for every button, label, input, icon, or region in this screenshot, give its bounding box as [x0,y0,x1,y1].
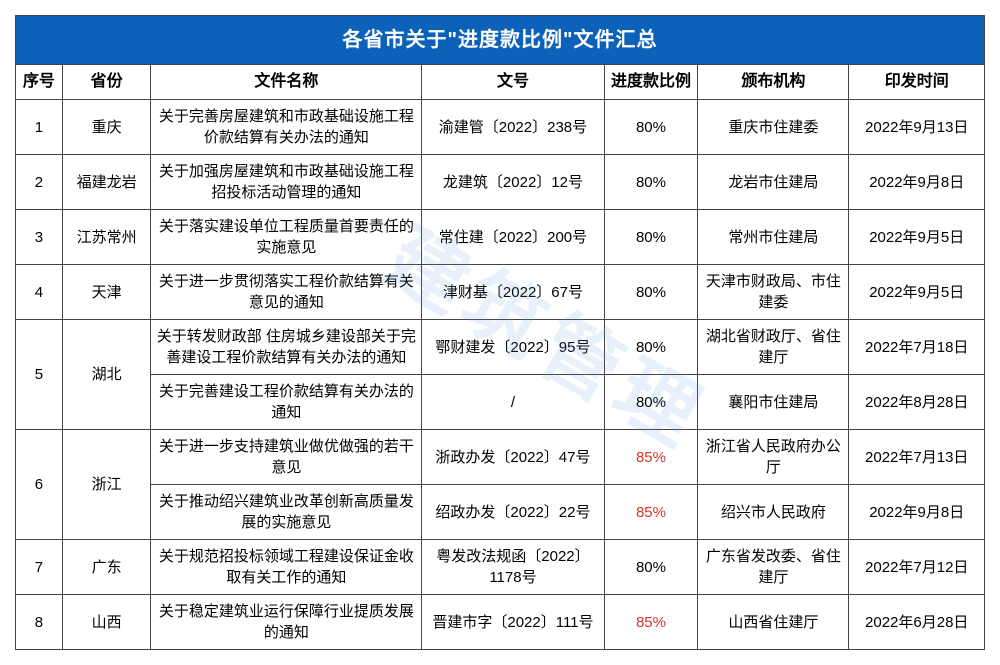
table-cell: 天津 [62,265,151,320]
table-cell: 80% [604,540,698,595]
table-row: 5湖北关于转发财政部 住房城乡建设部关于完善建设工程价款结算有关办法的通知鄂财建… [16,320,985,375]
table-cell: 浙江 [62,430,151,540]
table-cell: 2022年9月8日 [849,155,985,210]
table-cell: 重庆市住建委 [698,100,849,155]
table-cell: 2022年8月28日 [849,375,985,430]
header-org: 颁布机构 [698,65,849,100]
title-row: 各省市关于"进度款比例"文件汇总 [16,16,985,65]
table-cell: / [422,375,604,430]
table-cell: 85% [604,595,698,650]
table-cell: 鄂财建发〔2022〕95号 [422,320,604,375]
table-cell: 关于推动绍兴建筑业改革创新高质量发展的实施意见 [151,485,422,540]
table-cell: 山西 [62,595,151,650]
table-cell: 2022年6月28日 [849,595,985,650]
header-row: 序号 省份 文件名称 文号 进度款比例 颁布机构 印发时间 [16,65,985,100]
table-cell: 津财基〔2022〕67号 [422,265,604,320]
table-cell: 关于完善房屋建筑和市政基础设施工程价款结算有关办法的通知 [151,100,422,155]
table-cell: 江苏常州 [62,210,151,265]
table-cell: 2022年7月18日 [849,320,985,375]
table-cell: 粤发改法规函〔2022〕1178号 [422,540,604,595]
table-cell: 5 [16,320,63,430]
table-cell: 80% [604,375,698,430]
table-cell: 80% [604,320,698,375]
table-cell: 关于规范招投标领域工程建设保证金收取有关工作的通知 [151,540,422,595]
table-cell: 关于落实建设单位工程质量首要责任的实施意见 [151,210,422,265]
table-cell: 常住建〔2022〕200号 [422,210,604,265]
table-cell: 3 [16,210,63,265]
table-cell: 2022年9月8日 [849,485,985,540]
table-cell: 广东省发改委、省住建厅 [698,540,849,595]
table-cell: 2022年9月5日 [849,265,985,320]
table-cell: 80% [604,155,698,210]
table-row: 6浙江关于进一步支持建筑业做优做强的若干意见浙政办发〔2022〕47号85%浙江… [16,430,985,485]
table-cell: 4 [16,265,63,320]
table-body: 1重庆关于完善房屋建筑和市政基础设施工程价款结算有关办法的通知渝建管〔2022〕… [16,100,985,650]
table-row: 4天津关于进一步贯彻落实工程价款结算有关意见的通知津财基〔2022〕67号80%… [16,265,985,320]
table-cell: 龙岩市住建局 [698,155,849,210]
table-row: 7广东关于规范招投标领域工程建设保证金收取有关工作的通知粤发改法规函〔2022〕… [16,540,985,595]
table-cell: 2022年7月12日 [849,540,985,595]
table-cell: 浙江省人民政府办公厅 [698,430,849,485]
table-cell: 1 [16,100,63,155]
table-cell: 渝建管〔2022〕238号 [422,100,604,155]
table-cell: 7 [16,540,63,595]
table-cell: 湖北省财政厅、省住建厅 [698,320,849,375]
table-cell: 85% [604,485,698,540]
table-cell: 80% [604,210,698,265]
table-cell: 重庆 [62,100,151,155]
header-ratio: 进度款比例 [604,65,698,100]
table-row: 8山西关于稳定建筑业运行保障行业提质发展的通知晋建市字〔2022〕111号85%… [16,595,985,650]
header-date: 印发时间 [849,65,985,100]
header-num: 文号 [422,65,604,100]
table-row: 关于完善建设工程价款结算有关办法的通知/80%襄阳市住建局2022年8月28日 [16,375,985,430]
table-cell: 6 [16,430,63,540]
table-cell: 80% [604,100,698,155]
header-name: 文件名称 [151,65,422,100]
table-cell: 常州市住建局 [698,210,849,265]
header-idx: 序号 [16,65,63,100]
table-cell: 龙建筑〔2022〕12号 [422,155,604,210]
table-cell: 2 [16,155,63,210]
table-cell: 关于进一步支持建筑业做优做强的若干意见 [151,430,422,485]
table-wrapper: 建筑管理 各省市关于"进度款比例"文件汇总 序号 省份 文件名称 文号 进度款比… [15,15,985,650]
table-cell: 85% [604,430,698,485]
table-cell: 80% [604,265,698,320]
header-prov: 省份 [62,65,151,100]
table-cell: 广东 [62,540,151,595]
table-cell: 2022年7月13日 [849,430,985,485]
table-row: 3江苏常州关于落实建设单位工程质量首要责任的实施意见常住建〔2022〕200号8… [16,210,985,265]
table-cell: 关于转发财政部 住房城乡建设部关于完善建设工程价款结算有关办法的通知 [151,320,422,375]
table-cell: 襄阳市住建局 [698,375,849,430]
table-cell: 浙政办发〔2022〕47号 [422,430,604,485]
summary-table: 各省市关于"进度款比例"文件汇总 序号 省份 文件名称 文号 进度款比例 颁布机… [15,15,985,650]
table-cell: 天津市财政局、市住建委 [698,265,849,320]
table-cell: 关于加强房屋建筑和市政基础设施工程招投标活动管理的通知 [151,155,422,210]
table-cell: 福建龙岩 [62,155,151,210]
table-cell: 绍兴市人民政府 [698,485,849,540]
table-cell: 关于稳定建筑业运行保障行业提质发展的通知 [151,595,422,650]
table-cell: 8 [16,595,63,650]
table-cell: 晋建市字〔2022〕111号 [422,595,604,650]
table-row: 关于推动绍兴建筑业改革创新高质量发展的实施意见绍政办发〔2022〕22号85%绍… [16,485,985,540]
table-cell: 关于完善建设工程价款结算有关办法的通知 [151,375,422,430]
table-cell: 绍政办发〔2022〕22号 [422,485,604,540]
table-cell: 2022年9月13日 [849,100,985,155]
table-row: 2福建龙岩关于加强房屋建筑和市政基础设施工程招投标活动管理的通知龙建筑〔2022… [16,155,985,210]
table-cell: 2022年9月5日 [849,210,985,265]
table-title: 各省市关于"进度款比例"文件汇总 [16,16,985,65]
table-cell: 山西省住建厅 [698,595,849,650]
table-cell: 湖北 [62,320,151,430]
table-cell: 关于进一步贯彻落实工程价款结算有关意见的通知 [151,265,422,320]
table-row: 1重庆关于完善房屋建筑和市政基础设施工程价款结算有关办法的通知渝建管〔2022〕… [16,100,985,155]
